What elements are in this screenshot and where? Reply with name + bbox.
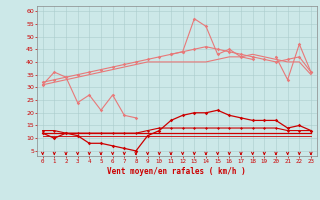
X-axis label: Vent moyen/en rafales ( km/h ): Vent moyen/en rafales ( km/h ) <box>108 167 246 176</box>
